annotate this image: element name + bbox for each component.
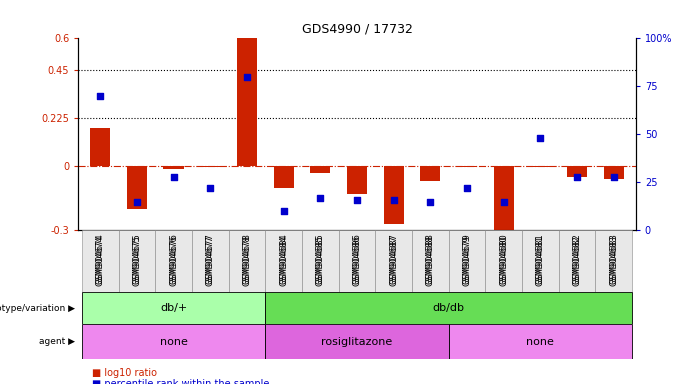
Point (388, 197, 399, 203)
Text: ■ log10 ratio: ■ log10 ratio (92, 368, 157, 378)
Bar (457, 166, 477, 167)
Point (535, 135, 546, 141)
Text: db/+: db/+ (160, 303, 187, 313)
Bar (273, 166, 294, 188)
Bar (265, 324, 449, 359)
Bar (375, 230, 412, 292)
Bar (596, 230, 632, 292)
Point (572, 174, 583, 180)
Text: GSM904682: GSM904682 (573, 235, 581, 286)
Bar (339, 230, 375, 292)
Point (498, 199, 509, 205)
Text: GSM904675: GSM904675 (133, 233, 141, 284)
Text: GSM904685: GSM904685 (316, 235, 325, 286)
Text: GSM904675: GSM904675 (133, 235, 141, 286)
Bar (559, 230, 596, 292)
Text: GSM904676: GSM904676 (169, 235, 178, 286)
Text: none: none (160, 337, 188, 347)
Bar (412, 230, 449, 292)
Text: GSM904688: GSM904688 (426, 235, 435, 286)
Bar (567, 166, 588, 177)
Point (425, 199, 436, 205)
Text: none: none (526, 337, 554, 347)
Text: db/db: db/db (432, 303, 464, 313)
Text: GSM904676: GSM904676 (169, 233, 178, 284)
Point (352, 197, 362, 203)
Point (462, 185, 473, 191)
Bar (384, 166, 404, 224)
Point (95, 93, 105, 99)
Point (609, 174, 619, 180)
Text: GSM904677: GSM904677 (206, 233, 215, 284)
Text: GSM904680: GSM904680 (499, 233, 508, 284)
Bar (449, 324, 632, 359)
Text: GSM904677: GSM904677 (206, 235, 215, 286)
Bar (265, 292, 632, 324)
Bar (302, 230, 339, 292)
Bar (163, 166, 184, 169)
Text: GSM904680: GSM904680 (499, 235, 508, 286)
Text: GSM904684: GSM904684 (279, 233, 288, 284)
Bar (494, 166, 514, 235)
Bar (530, 166, 551, 167)
Bar (126, 166, 147, 209)
Bar (420, 166, 441, 181)
Text: GSM904683: GSM904683 (609, 233, 618, 284)
Point (205, 185, 216, 191)
Text: agent ▶: agent ▶ (39, 337, 75, 346)
Text: GSM904674: GSM904674 (96, 233, 105, 284)
Text: GSM904687: GSM904687 (389, 235, 398, 286)
Text: GSM904679: GSM904679 (462, 233, 471, 284)
Text: GSM904686: GSM904686 (352, 235, 362, 286)
Text: genotype/variation ▶: genotype/variation ▶ (0, 304, 75, 313)
Bar (228, 230, 265, 292)
Point (315, 195, 326, 201)
Bar (449, 230, 486, 292)
Text: GSM904686: GSM904686 (352, 233, 362, 284)
Bar (265, 230, 302, 292)
Text: GSM904678: GSM904678 (243, 235, 252, 286)
Bar (604, 166, 624, 179)
Title: GDS4990 / 17732: GDS4990 / 17732 (301, 23, 413, 36)
Point (278, 208, 289, 214)
Bar (118, 230, 155, 292)
Point (241, 74, 252, 80)
Text: GSM904679: GSM904679 (462, 235, 471, 286)
Bar (237, 38, 257, 166)
Text: GSM904684: GSM904684 (279, 235, 288, 286)
Bar (486, 230, 522, 292)
Text: GSM904683: GSM904683 (609, 235, 618, 286)
Bar (82, 230, 118, 292)
Bar (347, 166, 367, 194)
Bar (155, 230, 192, 292)
Bar (82, 292, 265, 324)
Bar (200, 166, 220, 167)
Text: GSM904688: GSM904688 (426, 233, 435, 284)
Text: GSM904681: GSM904681 (536, 233, 545, 284)
Text: GSM904681: GSM904681 (536, 235, 545, 286)
Text: GSM904687: GSM904687 (389, 233, 398, 284)
Bar (90, 128, 110, 166)
Point (168, 174, 179, 180)
Text: rosiglitazone: rosiglitazone (322, 337, 392, 347)
Text: ■ percentile rank within the sample: ■ percentile rank within the sample (92, 379, 269, 384)
Bar (192, 230, 228, 292)
Bar (310, 166, 330, 173)
Bar (522, 230, 559, 292)
Text: GSM904682: GSM904682 (573, 233, 581, 284)
Text: GSM904685: GSM904685 (316, 233, 325, 284)
Point (131, 199, 142, 205)
Bar (82, 324, 265, 359)
Text: GSM904678: GSM904678 (243, 233, 252, 284)
Text: GSM904674: GSM904674 (96, 235, 105, 286)
